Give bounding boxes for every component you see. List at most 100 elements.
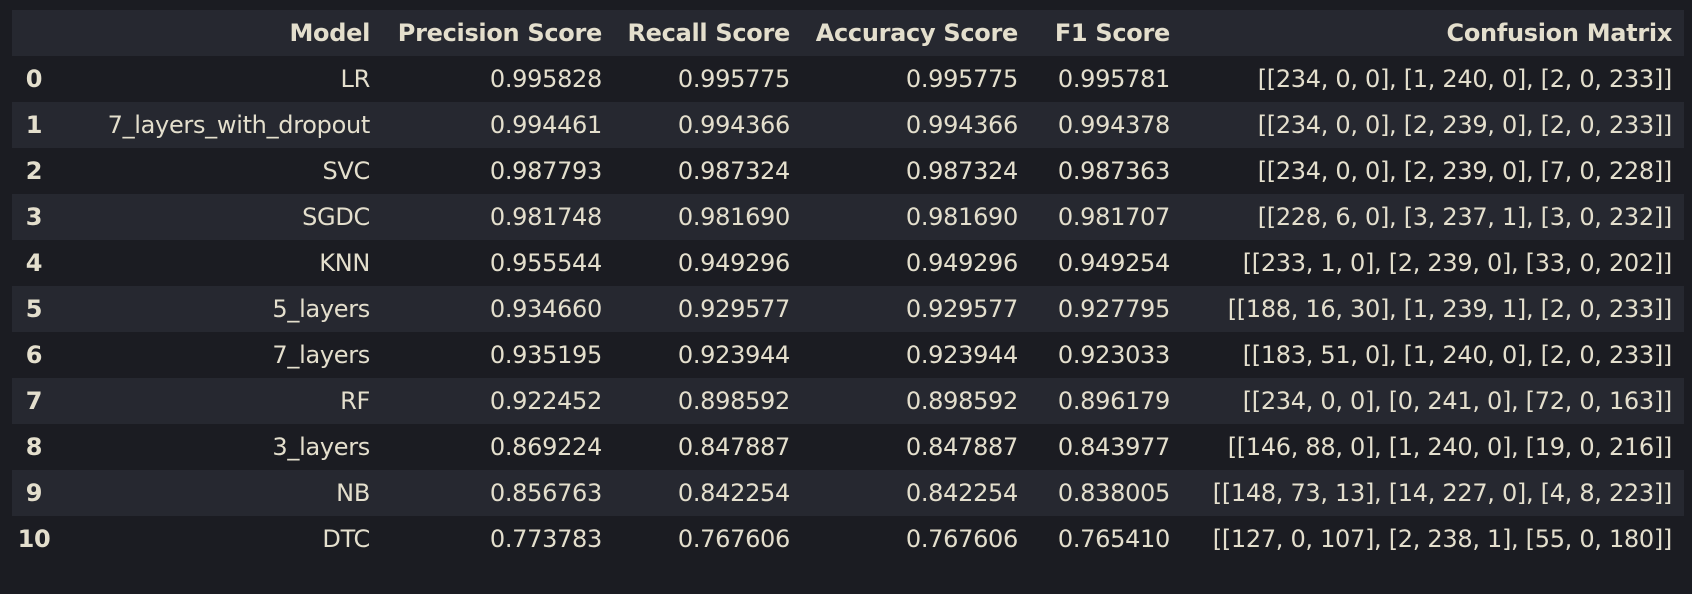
cell-model: 3_layers (272, 433, 370, 461)
cell-f1: 0.949254 (1057, 249, 1170, 277)
cell-f1: 0.896179 (1057, 387, 1170, 415)
cell-index: 10 (17, 525, 51, 553)
cell-confusion-matrix: [[234, 0, 0], [2, 239, 0], [7, 0, 228]] (1257, 157, 1673, 185)
cell-f1: 0.765410 (1057, 525, 1170, 553)
cell-accuracy: 0.981690 (905, 203, 1018, 231)
cell-accuracy: 0.847887 (905, 433, 1018, 461)
cell-recall: 0.981690 (677, 203, 790, 231)
cell-confusion-matrix: [[188, 16, 30], [1, 239, 1], [2, 0, 233]… (1227, 295, 1673, 323)
results-table: Model Precision Score Recall Score Accur… (12, 10, 1684, 562)
cell-confusion-matrix: [[183, 51, 0], [1, 240, 0], [2, 0, 233]] (1242, 341, 1673, 369)
cell-precision: 0.922452 (489, 387, 602, 415)
cell-precision: 0.856763 (489, 479, 602, 507)
cell-index: 5 (25, 295, 43, 323)
cell-index: 2 (25, 157, 43, 185)
cell-index: 0 (25, 65, 43, 93)
cell-f1: 0.987363 (1057, 157, 1170, 185)
cell-f1: 0.981707 (1057, 203, 1170, 231)
cell-accuracy: 0.929577 (905, 295, 1018, 323)
cell-precision: 0.995828 (489, 65, 602, 93)
cell-index: 1 (25, 111, 43, 139)
cell-precision: 0.869224 (489, 433, 602, 461)
cell-recall: 0.847887 (677, 433, 790, 461)
table-row: 2 SVC 0.987793 0.987324 0.987324 0.987363 [[23… (12, 148, 1684, 194)
cell-f1: 0.843977 (1057, 433, 1170, 461)
cell-precision: 0.934660 (489, 295, 602, 323)
cell-precision: 0.994461 (489, 111, 602, 139)
table-header: Model Precision Score Recall Score Accur… (12, 10, 1684, 56)
cell-confusion-matrix: [[146, 88, 0], [1, 240, 0], [19, 0, 216]… (1227, 433, 1673, 461)
cell-index: 7 (25, 387, 43, 415)
cell-f1: 0.995781 (1057, 65, 1170, 93)
cell-recall: 0.929577 (677, 295, 790, 323)
header-row: Model Precision Score Recall Score Accur… (12, 10, 1684, 56)
cell-accuracy: 0.995775 (905, 65, 1018, 93)
cell-accuracy: 0.842254 (905, 479, 1018, 507)
cell-model: LR (340, 65, 371, 93)
header-precision: Precision Score (397, 19, 603, 47)
cell-precision: 0.955544 (489, 249, 602, 277)
table-row: 4 KNN 0.955544 0.949296 0.949296 0.949254 [[23… (12, 240, 1684, 286)
cell-model: RF (340, 387, 370, 415)
table-row: 8 3_layers 0.869224 0.847887 0.847887 0.84397… (12, 424, 1684, 470)
header-recall: Recall Score (627, 19, 790, 47)
cell-precision: 0.981748 (489, 203, 602, 231)
cell-confusion-matrix: [[234, 0, 0], [2, 239, 0], [2, 0, 233]] (1257, 111, 1673, 139)
table-row: 6 7_layers 0.935195 0.923944 0.923944 0.92303… (12, 332, 1684, 378)
cell-accuracy: 0.949296 (905, 249, 1018, 277)
cell-model: SGDC (302, 203, 370, 231)
dataframe-output: Model Precision Score Recall Score Accur… (12, 10, 1684, 562)
cell-model: 5_layers (272, 295, 370, 323)
cell-f1: 0.994378 (1057, 111, 1170, 139)
cell-recall: 0.987324 (677, 157, 790, 185)
cell-recall: 0.923944 (677, 341, 790, 369)
cell-index: 6 (25, 341, 43, 369)
table-row: 1 7_layers_with_dropout 0.994461 0.994366 0.… (12, 102, 1684, 148)
cell-model: NB (336, 479, 370, 507)
cell-recall: 0.842254 (677, 479, 790, 507)
cell-f1: 0.923033 (1057, 341, 1170, 369)
cell-precision: 0.935195 (489, 341, 602, 369)
cell-model: DTC (322, 525, 370, 553)
cell-confusion-matrix: [[228, 6, 0], [3, 237, 1], [3, 0, 232]] (1257, 203, 1673, 231)
table-row: 10 DTC 0.773783 0.767606 0.767606 0.765410 [[1… (12, 516, 1684, 562)
cell-index: 8 (25, 433, 43, 461)
table-row: 5 5_layers 0.934660 0.929577 0.929577 0.92779… (12, 286, 1684, 332)
header-model: Model (289, 19, 370, 47)
cell-recall: 0.949296 (677, 249, 790, 277)
cell-model: 7_layers_with_dropout (107, 111, 371, 139)
header-f1: F1 Score (1054, 19, 1170, 47)
cell-model: SVC (322, 157, 370, 185)
header-confusion-matrix: Confusion Matrix (1446, 19, 1673, 47)
cell-index: 4 (25, 249, 43, 277)
table-row: 7 RF 0.922452 0.898592 0.898592 0.896179 [[234… (12, 378, 1684, 424)
header-accuracy: Accuracy Score (815, 19, 1019, 47)
cell-confusion-matrix: [[234, 0, 0], [1, 240, 0], [2, 0, 233]] (1257, 65, 1673, 93)
table-row: 9 NB 0.856763 0.842254 0.842254 0.838005 [[148… (12, 470, 1684, 516)
cell-recall: 0.995775 (677, 65, 790, 93)
table-row: 0 LR 0.995828 0.995775 0.995775 0.995781 [[234… (12, 56, 1684, 102)
cell-index: 3 (25, 203, 43, 231)
cell-f1: 0.927795 (1057, 295, 1170, 323)
cell-f1: 0.838005 (1057, 479, 1170, 507)
cell-index: 9 (25, 479, 43, 507)
cell-precision: 0.773783 (489, 525, 602, 553)
cell-confusion-matrix: [[127, 0, 107], [2, 238, 1], [55, 0, 180… (1212, 525, 1673, 553)
cell-confusion-matrix: [[148, 73, 13], [14, 227, 0], [4, 8, 223… (1212, 479, 1673, 507)
cell-accuracy: 0.898592 (905, 387, 1018, 415)
cell-accuracy: 0.767606 (905, 525, 1018, 553)
cell-accuracy: 0.987324 (905, 157, 1018, 185)
cell-model: KNN (319, 249, 370, 277)
cell-confusion-matrix: [[233, 1, 0], [2, 239, 0], [33, 0, 202]] (1242, 249, 1673, 277)
cell-accuracy: 0.994366 (905, 111, 1018, 139)
cell-accuracy: 0.923944 (905, 341, 1018, 369)
table-body: 0 LR 0.995828 0.995775 0.995775 0.995781 [[234… (12, 56, 1684, 562)
cell-recall: 0.767606 (677, 525, 790, 553)
cell-model: 7_layers (272, 341, 370, 369)
cell-recall: 0.994366 (677, 111, 790, 139)
table-row: 3 SGDC 0.981748 0.981690 0.981690 0.981707 [[2… (12, 194, 1684, 240)
cell-recall: 0.898592 (677, 387, 790, 415)
header-index (12, 10, 56, 56)
cell-confusion-matrix: [[234, 0, 0], [0, 241, 0], [72, 0, 163]] (1242, 387, 1673, 415)
cell-precision: 0.987793 (489, 157, 602, 185)
